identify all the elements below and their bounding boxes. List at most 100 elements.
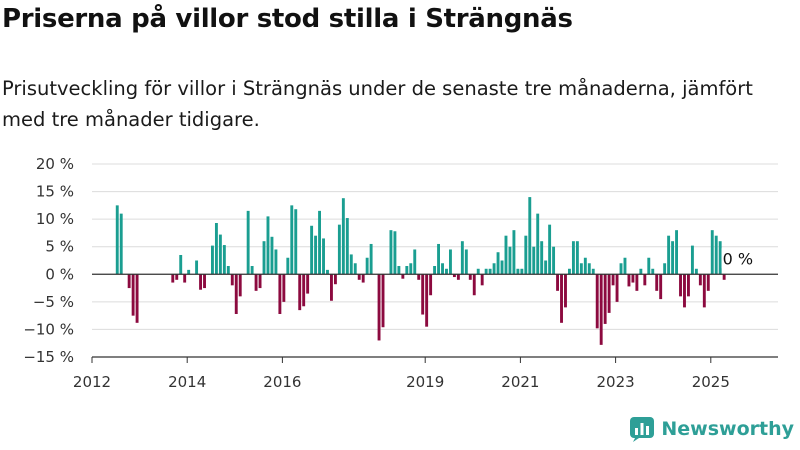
y-tick-label: 10 % — [36, 210, 74, 228]
bar — [635, 274, 639, 291]
bar — [575, 241, 579, 275]
bar — [333, 274, 337, 285]
bar — [496, 252, 500, 275]
bar — [409, 263, 413, 275]
bar — [353, 263, 357, 275]
bar — [599, 274, 603, 345]
bar — [294, 209, 298, 275]
x-axis: 2012 2014 2016 2019 2021 2023 2025 — [73, 273, 778, 391]
y-tick-label: 15 % — [36, 183, 74, 201]
bar — [508, 246, 512, 275]
bar — [179, 254, 183, 275]
bar — [302, 274, 306, 307]
y-tick-label: 5 % — [45, 238, 74, 256]
bar — [389, 230, 393, 275]
bar — [421, 274, 425, 315]
bar — [278, 274, 282, 314]
bar — [290, 205, 294, 275]
bar — [690, 245, 694, 275]
bar — [556, 274, 559, 291]
bar — [274, 249, 278, 275]
annotations: 0 % — [721, 248, 754, 269]
bar — [647, 257, 651, 275]
bar — [456, 274, 460, 280]
bar — [135, 274, 139, 323]
bar — [587, 263, 591, 275]
bar — [710, 230, 714, 275]
bar — [393, 231, 397, 275]
bar — [405, 266, 409, 275]
bar — [552, 246, 556, 275]
bar — [544, 260, 548, 275]
bar — [349, 254, 353, 275]
bar — [528, 197, 532, 275]
bar — [722, 274, 726, 280]
bar — [536, 213, 540, 275]
bar — [671, 241, 675, 275]
bar — [532, 246, 536, 275]
bar — [230, 274, 234, 286]
bar — [357, 274, 361, 280]
bar — [500, 260, 504, 275]
bar — [583, 257, 587, 275]
bar — [694, 268, 698, 275]
bar — [437, 243, 440, 275]
bar — [504, 235, 508, 275]
bar — [698, 274, 702, 286]
bar — [306, 274, 310, 294]
bar — [234, 274, 238, 314]
bar — [679, 274, 682, 297]
bar — [310, 225, 314, 275]
bar — [460, 241, 464, 275]
x-tick-label: 2019 — [406, 373, 444, 391]
bar — [377, 274, 381, 341]
bar — [595, 274, 599, 329]
bar — [718, 241, 722, 275]
bar — [706, 274, 710, 291]
bar — [603, 274, 607, 324]
bar — [314, 235, 318, 275]
bar — [520, 268, 524, 275]
bar — [560, 274, 563, 323]
bar — [203, 274, 206, 289]
bar — [564, 274, 567, 308]
bar — [238, 274, 242, 297]
x-tick-label: 2023 — [597, 373, 635, 391]
bar — [687, 274, 690, 297]
bar — [512, 230, 516, 275]
bar-chart-logo-icon — [630, 417, 655, 442]
bar — [568, 268, 571, 275]
brand-name: Newsworthy — [661, 418, 794, 440]
bar — [548, 224, 552, 275]
bar — [195, 260, 199, 275]
bar — [266, 216, 270, 275]
bar — [429, 274, 433, 296]
bar — [226, 266, 230, 275]
bar — [714, 235, 718, 275]
bar — [631, 274, 635, 283]
bar — [579, 263, 583, 275]
bar — [318, 210, 321, 275]
bar — [365, 257, 369, 275]
bar — [222, 245, 226, 275]
bar — [345, 218, 349, 275]
y-tick-label: −5 % — [33, 293, 74, 311]
y-tick-label: 0 % — [45, 265, 74, 283]
bar — [623, 257, 627, 275]
bar — [488, 268, 492, 275]
bar — [516, 268, 520, 275]
bar — [119, 213, 123, 275]
y-tick-label: −10 % — [23, 320, 74, 338]
bar — [425, 274, 429, 327]
bar — [452, 274, 456, 278]
bar — [468, 274, 472, 280]
newsworthy-brand[interactable]: Newsworthy — [629, 416, 794, 442]
y-axis: 20 % 15 % 10 % 5 % 0 % −5 % −10 % −15 % — [23, 155, 74, 366]
x-tick-label: 2014 — [168, 373, 206, 391]
bar — [702, 274, 706, 308]
bar — [476, 268, 480, 275]
bar — [480, 274, 484, 286]
bar — [330, 274, 333, 301]
x-tick-label: 2021 — [501, 373, 539, 391]
